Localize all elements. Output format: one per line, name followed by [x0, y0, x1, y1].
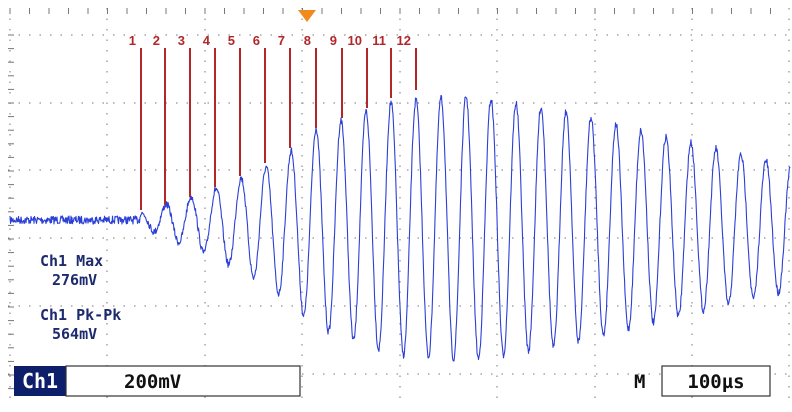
- marker-label: 2: [153, 33, 160, 48]
- marker-label: 10: [348, 33, 362, 48]
- timebase-scale: 100µs: [687, 371, 744, 393]
- marker-label: 3: [178, 33, 185, 48]
- marker-label: 7: [278, 33, 285, 48]
- marker-label: 9: [330, 33, 337, 48]
- readout-value: 276mV: [52, 271, 97, 289]
- background: [0, 0, 792, 412]
- readout-label: Ch1 Pk-Pk: [40, 306, 121, 324]
- marker-label: 11: [372, 33, 386, 48]
- scope-screen: 123456789101112 Ch1 Max 276mV Ch1 Pk-Pk …: [0, 0, 792, 412]
- channel-scale: 200mV: [124, 371, 181, 393]
- channel-name: Ch1: [22, 369, 58, 393]
- marker-label: 5: [228, 33, 235, 48]
- marker-label: 4: [203, 33, 211, 48]
- marker-label: 1: [129, 33, 136, 48]
- marker-label: 12: [397, 33, 411, 48]
- marker-label: 8: [304, 33, 311, 48]
- scale-box: [66, 366, 300, 396]
- readout-label: Ch1 Max: [40, 252, 103, 270]
- readout-value: 564mV: [52, 325, 97, 343]
- timebase-label: M: [634, 371, 645, 393]
- marker-label: 6: [253, 33, 260, 48]
